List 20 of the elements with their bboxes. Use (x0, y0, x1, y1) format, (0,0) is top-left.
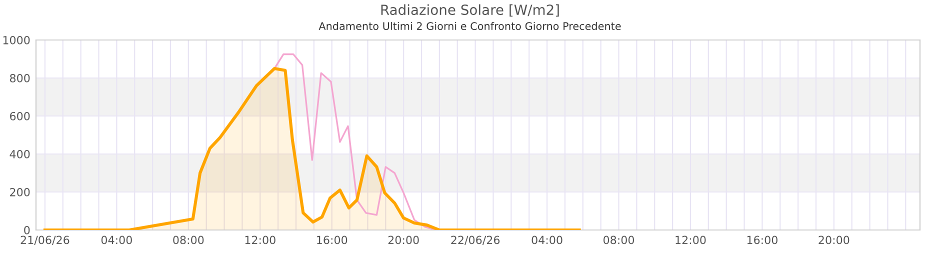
x-tick-label: 04:00 (101, 236, 132, 244)
x-tick-label: 22/06/26 (451, 236, 500, 246)
x-tick-label: 16:00 (747, 236, 778, 244)
x-tick-label: 12:00 (245, 236, 276, 244)
x-tick-label: 12:00 (676, 236, 706, 244)
y-tick-label: 0 (24, 226, 30, 234)
y-tick-label: 800 (10, 74, 30, 82)
x-tick-label: 20:00 (388, 236, 419, 244)
chart-title: Radiazione Solare [W/m2] (381, 4, 559, 17)
y-tick-label: 600 (10, 112, 30, 120)
y-tick-label: 200 (10, 188, 30, 196)
y-tick-label: 400 (10, 150, 30, 158)
x-tick-label: 08:00 (173, 236, 204, 244)
x-tick-label: 08:00 (603, 236, 634, 244)
x-tick-label: 21/06/26 (20, 236, 70, 246)
y-tick-label: 1000 (3, 36, 30, 44)
x-tick-label: 04:00 (532, 236, 562, 244)
chart-subtitle: Andamento Ultimi 2 Giorni e Confronto Giorno Precedente (318, 22, 621, 30)
x-tick-label: 20:00 (818, 236, 850, 244)
x-tick-label: 16:00 (317, 236, 348, 244)
